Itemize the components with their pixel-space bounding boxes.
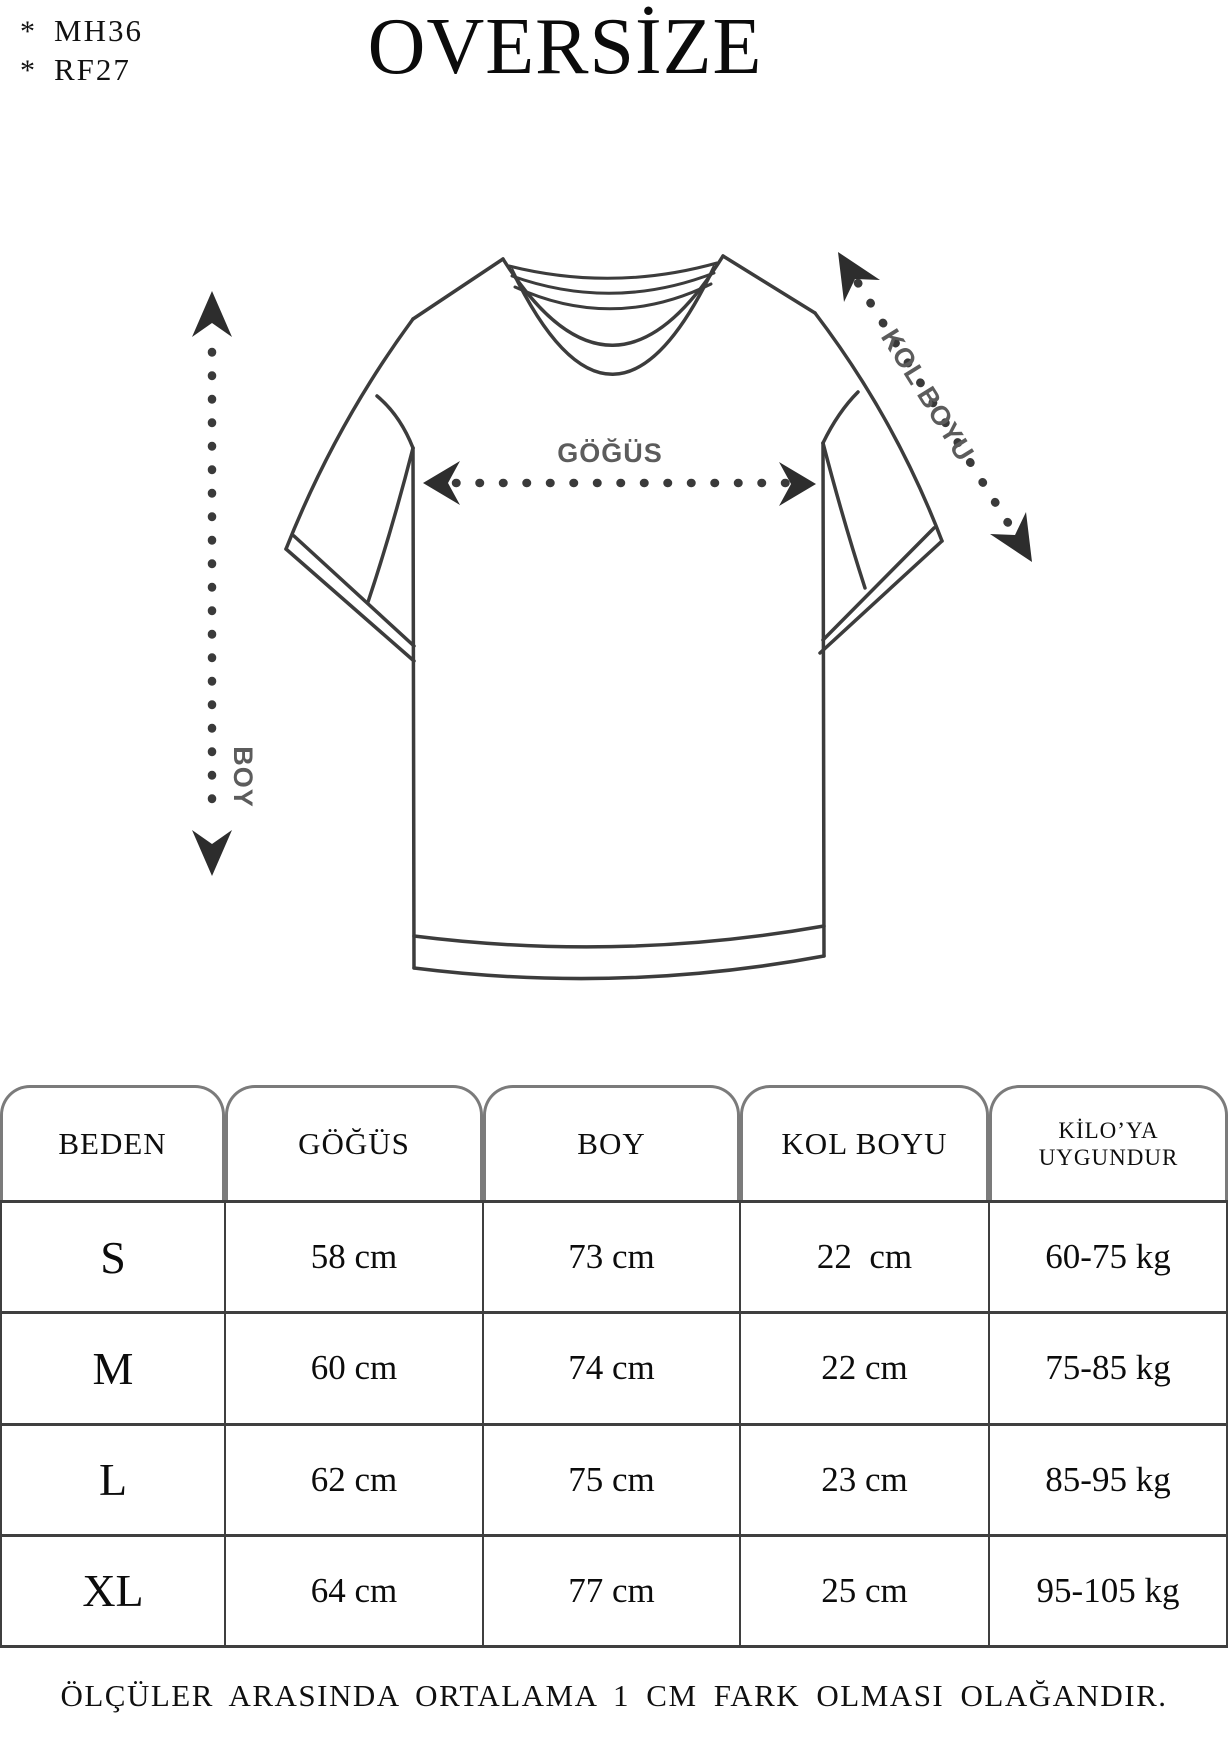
cell-chest: 62 cm bbox=[226, 1425, 484, 1534]
column-header-boy: BOY bbox=[483, 1085, 740, 1200]
tshirt-measurement-diagram: BOY GÖĞÜS KOL BOYU bbox=[192, 252, 1032, 981]
length-label: BOY bbox=[228, 746, 258, 808]
product-code-row: * MH36 bbox=[20, 12, 143, 51]
column-header-gogus: GÖĞÜS bbox=[225, 1085, 483, 1200]
product-code: MH36 bbox=[54, 13, 143, 48]
cell-length: 77 cm bbox=[484, 1536, 741, 1645]
cell-size: L bbox=[2, 1425, 226, 1534]
product-code: RF27 bbox=[54, 52, 131, 87]
sleeve-label: KOL BOYU bbox=[875, 324, 980, 467]
cell-weight: 60-75 kg bbox=[1045, 1237, 1171, 1277]
table-row-m: M 60 cm 74 cm 22 cm 75-85 kg bbox=[2, 1314, 1226, 1426]
length-arrow bbox=[192, 291, 232, 876]
cell-size: S bbox=[2, 1203, 226, 1312]
cell-length: 74 cm bbox=[484, 1314, 741, 1423]
product-code-row: * RF27 bbox=[20, 51, 143, 90]
table-row-s: S 58 cm 73 cm 22 cm 60-75 kg bbox=[2, 1203, 1226, 1315]
cell-sleeve: 22 cm bbox=[741, 1314, 990, 1423]
cell-weight: 85-95 kg bbox=[1045, 1459, 1171, 1499]
size-grid: S 58 cm 73 cm 22 cm 60-75 kg M 60 cm 74 … bbox=[0, 1200, 1228, 1648]
column-header-beden: BEDEN bbox=[0, 1085, 225, 1200]
column-header-kilo: KİLO’YA UYGUNDUR bbox=[989, 1085, 1228, 1200]
chest-arrow bbox=[423, 461, 816, 506]
cell-sleeve: 25 cm bbox=[741, 1536, 990, 1645]
cell-sleeve: 22 cm bbox=[741, 1203, 990, 1312]
bullet-asterisk: * bbox=[20, 15, 37, 48]
cell-weight: 95-105 kg bbox=[1036, 1570, 1180, 1610]
column-header-kol-boyu: KOL BOYU bbox=[740, 1085, 989, 1200]
title-wrap: OVERSİZE bbox=[0, 2, 1130, 93]
cell-length: 73 cm bbox=[484, 1203, 741, 1312]
bullet-asterisk: * bbox=[20, 54, 37, 87]
tolerance-note: ÖLÇÜLER ARASINDA ORTALAMA 1 CM FARK OLMA… bbox=[60, 1678, 1168, 1713]
chest-label: GÖĞÜS bbox=[557, 437, 663, 468]
cell-sleeve: 23 cm bbox=[741, 1425, 990, 1534]
product-codes: * MH36 * RF27 bbox=[20, 12, 143, 90]
cell-length: 75 cm bbox=[484, 1425, 741, 1534]
cell-chest: 60 cm bbox=[226, 1314, 484, 1423]
sleeve-arrow bbox=[838, 252, 1032, 562]
cell-weight: 75-85 kg bbox=[1045, 1348, 1171, 1388]
cell-chest: 64 cm bbox=[226, 1536, 484, 1645]
cell-size: M bbox=[2, 1314, 226, 1423]
table-row-xl: XL 64 cm 77 cm 25 cm 95-105 kg bbox=[2, 1536, 1226, 1645]
tshirt-outline bbox=[284, 254, 944, 981]
page-title: OVERSİZE bbox=[367, 3, 763, 91]
table-row-l: L 62 cm 75 cm 23 cm 85-95 kg bbox=[2, 1425, 1226, 1537]
cell-chest: 58 cm bbox=[226, 1203, 484, 1312]
cell-size: XL bbox=[2, 1536, 226, 1645]
